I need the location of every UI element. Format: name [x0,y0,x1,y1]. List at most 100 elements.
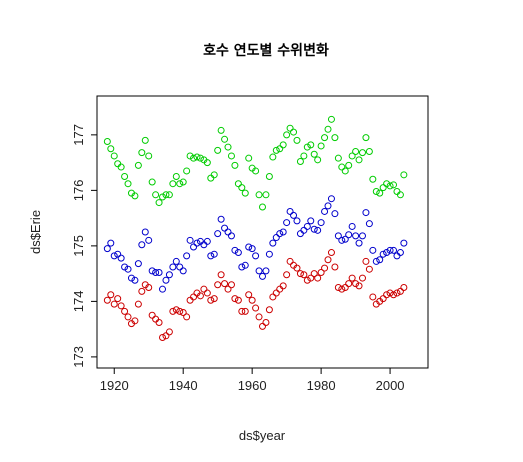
data-point [124,180,132,188]
data-point [234,180,242,188]
data-point [172,172,180,180]
data-point [172,306,180,314]
data-point [196,154,204,162]
data-point [121,307,129,315]
data-point [348,152,356,160]
data-point [114,295,122,303]
data-point [110,300,118,308]
data-point [300,271,308,279]
data-point [217,271,225,279]
data-point [169,180,177,188]
data-point [321,264,329,272]
data-point [138,149,146,157]
data-point [103,296,111,304]
data-point [317,142,325,150]
data-point [365,265,373,273]
data-point [262,191,270,199]
data-point [396,191,404,199]
data-point [159,333,167,341]
data-point [172,257,180,265]
data-point [293,136,301,144]
data-point [369,175,377,183]
y-axis-label: ds$Erie [28,210,43,254]
data-point [255,267,263,275]
data-point [207,296,215,304]
x-tick-label: 1940 [169,378,198,393]
data-point [131,317,139,325]
data-point [393,289,401,297]
data-point [107,291,115,299]
data-point [186,296,194,304]
data-point [265,250,273,258]
data-point [255,191,263,199]
data-point [293,217,301,225]
data-point [296,270,304,278]
data-point [162,276,170,284]
data-point [365,148,373,156]
data-point [224,285,232,293]
data-point [390,246,398,254]
data-point [203,289,211,297]
data-point [324,202,332,210]
data-point [327,249,335,257]
data-point [241,189,249,197]
data-point [183,313,191,321]
data-point [165,328,173,336]
data-point [358,232,366,240]
data-point [186,236,194,244]
data-point [393,187,401,195]
data-point [179,178,187,186]
data-point [207,174,215,182]
data-point [358,274,366,282]
data-point [379,295,387,303]
data-point [190,293,198,301]
data-point [141,228,149,236]
data-point [345,161,353,169]
y-tick-label: 177 [71,124,86,146]
data-point [131,276,139,284]
data-point [145,152,153,160]
data-point [276,285,284,293]
data-point [383,249,391,257]
data-point [231,161,239,169]
y-tick-label: 174 [71,291,86,313]
data-point [283,271,291,279]
data-point [196,292,204,300]
data-point [372,187,380,195]
data-point [114,160,122,168]
data-point [148,311,156,319]
x-tick-label: 2000 [376,378,405,393]
data-point [317,219,325,227]
data-point [272,234,280,242]
data-point [134,260,142,268]
x-tick-label: 1960 [238,378,267,393]
data-point [169,263,177,271]
data-point [217,126,225,134]
data-point [386,289,394,297]
plot-frame [96,95,429,369]
x-tick-label: 1980 [307,378,336,393]
data-point [286,257,294,265]
data-point [252,167,260,175]
data-point [227,281,235,289]
data-point [331,134,339,142]
data-point [300,226,308,234]
data-point [221,224,229,232]
data-point [324,256,332,264]
data-point [169,307,177,315]
data-point [234,296,242,304]
data-point [245,154,253,162]
data-point [341,235,349,243]
data-point [290,128,298,136]
data-point [176,307,184,315]
data-point [259,322,266,330]
data-point [159,285,167,293]
data-point [272,289,280,297]
data-point [121,172,129,180]
data-point [358,149,366,157]
data-point [148,267,156,275]
data-point [238,184,246,192]
data-point [121,263,129,271]
data-point [238,263,246,271]
data-point [152,315,160,323]
